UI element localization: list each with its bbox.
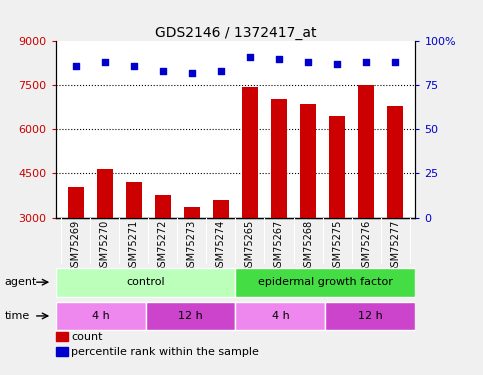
Point bbox=[391, 59, 399, 65]
Text: 4 h: 4 h bbox=[271, 311, 289, 321]
Text: GSM75273: GSM75273 bbox=[187, 220, 197, 273]
Text: 12 h: 12 h bbox=[358, 311, 383, 321]
Bar bbox=[387, 106, 403, 218]
Text: GSM75265: GSM75265 bbox=[245, 220, 255, 273]
Text: GSM75271: GSM75271 bbox=[129, 220, 139, 273]
Point bbox=[333, 61, 341, 67]
Text: agent: agent bbox=[5, 277, 37, 287]
Text: GSM75270: GSM75270 bbox=[100, 220, 110, 273]
Bar bbox=[213, 200, 229, 217]
Bar bbox=[184, 207, 200, 218]
Bar bbox=[236, 302, 326, 330]
Bar bbox=[56, 268, 236, 297]
Point bbox=[246, 54, 254, 60]
Bar bbox=[155, 195, 171, 217]
Text: GSM75268: GSM75268 bbox=[303, 220, 313, 273]
Text: epidermal growth factor: epidermal growth factor bbox=[258, 277, 393, 287]
Point bbox=[275, 56, 283, 62]
Bar bbox=[236, 268, 415, 297]
Bar bbox=[56, 302, 145, 330]
Text: GSM75276: GSM75276 bbox=[361, 220, 371, 273]
Point bbox=[362, 59, 370, 65]
Text: control: control bbox=[126, 277, 165, 287]
Bar bbox=[56, 347, 68, 356]
Point bbox=[217, 68, 225, 74]
Bar bbox=[97, 169, 113, 217]
Point bbox=[101, 59, 109, 65]
Point bbox=[72, 63, 80, 69]
Point bbox=[304, 59, 312, 65]
Bar bbox=[56, 332, 68, 341]
Text: GSM75275: GSM75275 bbox=[332, 220, 342, 273]
Bar bbox=[329, 116, 345, 218]
Bar bbox=[300, 104, 316, 218]
Text: 12 h: 12 h bbox=[178, 311, 203, 321]
Text: GSM75274: GSM75274 bbox=[216, 220, 226, 273]
Bar bbox=[242, 87, 258, 218]
Point bbox=[188, 70, 196, 76]
Point bbox=[130, 63, 138, 69]
Bar bbox=[145, 302, 236, 330]
Text: GSM75277: GSM75277 bbox=[390, 220, 400, 273]
Text: 4 h: 4 h bbox=[92, 311, 109, 321]
Bar bbox=[326, 302, 415, 330]
Bar bbox=[358, 86, 374, 218]
Bar bbox=[271, 99, 287, 218]
Title: GDS2146 / 1372417_at: GDS2146 / 1372417_at bbox=[155, 26, 316, 40]
Text: GSM75272: GSM75272 bbox=[158, 220, 168, 273]
Text: percentile rank within the sample: percentile rank within the sample bbox=[71, 347, 259, 357]
Bar bbox=[126, 182, 142, 218]
Text: GSM75269: GSM75269 bbox=[71, 220, 81, 273]
Text: GSM75267: GSM75267 bbox=[274, 220, 284, 273]
Text: count: count bbox=[71, 332, 103, 342]
Bar bbox=[68, 187, 84, 218]
Text: time: time bbox=[5, 311, 30, 321]
Point bbox=[159, 68, 167, 74]
